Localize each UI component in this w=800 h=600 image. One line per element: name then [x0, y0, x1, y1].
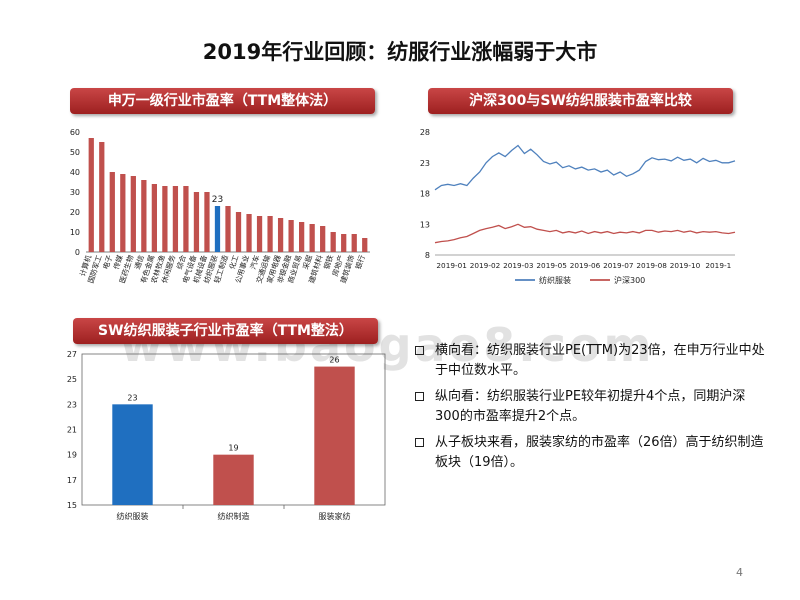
legend-label: 纺织服装 — [539, 275, 571, 285]
y-tick-label: 30 — [70, 188, 80, 197]
y-tick-label: 25 — [67, 375, 77, 384]
industry-pe-chart: 0102030405060计算机国防军工电子传媒医药生物通信有色金属农林牧渔休闲… — [70, 128, 370, 284]
series-line — [434, 144, 736, 191]
bar — [99, 142, 105, 252]
bullet-text: 从子板块来看，服装家纺的市盈率（26倍）高于纺织制造板块（19倍）。 — [435, 435, 764, 470]
checkbox-bullet-icon — [415, 438, 424, 447]
sub-industry-pe-header: SW纺织服装子行业市盈率（TTM整法） — [73, 318, 378, 344]
series-line — [434, 223, 736, 244]
bar — [183, 186, 189, 252]
bar — [213, 454, 254, 505]
checkbox-bullet-icon — [415, 392, 424, 401]
data-label: 26 — [329, 356, 339, 365]
x-tick-label: 2019-1 — [705, 261, 731, 270]
bar — [330, 232, 336, 252]
bar — [246, 214, 252, 252]
bar — [351, 234, 357, 252]
bullet-item: 从子板块来看，服装家纺的市盈率（26倍）高于纺织制造板块（19倍）。 — [413, 433, 765, 473]
x-tick-label: 2019-03 — [503, 261, 534, 270]
bar — [225, 206, 231, 252]
x-tick-label: 2019-07 — [603, 261, 634, 270]
y-tick-label: 17 — [67, 476, 77, 485]
x-tick-label: 电子 — [101, 254, 114, 271]
y-tick-label: 0 — [75, 248, 80, 257]
bar — [341, 234, 347, 252]
bullet-item: 纵向看：纺织服装行业PE较年初提升4个点，同期沪深300的市盈率提升2个点。 — [413, 387, 765, 427]
bar — [267, 216, 273, 252]
bullet-text: 纵向看：纺织服装行业PE较年初提升4个点，同期沪深300的市盈率提升2个点。 — [435, 389, 746, 424]
x-tick-label: 通信 — [133, 254, 146, 271]
bar — [309, 224, 315, 252]
x-tick-label: 2019-02 — [470, 261, 501, 270]
x-tick-label: 服装家纺 — [319, 511, 351, 521]
industry-pe-header: 申万一级行业市盈率（TTM整体法） — [70, 88, 375, 114]
x-tick-label: 2019-01 — [436, 261, 467, 270]
bar — [288, 220, 294, 252]
bar — [204, 192, 210, 252]
y-tick-label: 23 — [420, 159, 430, 168]
x-tick-label: 化工 — [227, 254, 240, 271]
x-tick-label: 纺织服装 — [117, 511, 149, 521]
bar — [256, 216, 263, 252]
data-label: 19 — [228, 444, 238, 453]
bar — [320, 226, 326, 252]
bar — [109, 172, 115, 252]
y-tick-label: 27 — [67, 350, 77, 359]
checkbox-bullet-icon — [415, 346, 424, 355]
y-tick-label: 10 — [70, 228, 80, 237]
x-tick-label: 2019-06 — [570, 261, 601, 270]
bar — [162, 186, 168, 252]
bar — [214, 206, 221, 252]
x-tick-label: 钢铁 — [322, 253, 335, 270]
y-tick-label: 13 — [420, 220, 430, 229]
y-tick-label: 28 — [420, 128, 430, 137]
bar — [193, 192, 200, 252]
bullet-list: 横向看：纺织服装行业PE(TTM)为23倍，在申万行业中处于中位数水平。 纵向看… — [413, 341, 765, 479]
y-tick-label: 15 — [67, 501, 77, 510]
page-number: 4 — [736, 566, 743, 579]
y-tick-label: 8 — [425, 251, 430, 260]
bar — [151, 184, 157, 252]
bar — [314, 366, 355, 505]
y-tick-label: 21 — [67, 426, 77, 435]
bar — [112, 404, 153, 505]
bar — [172, 186, 179, 252]
y-tick-label: 60 — [70, 128, 80, 137]
y-tick-label: 20 — [70, 208, 80, 217]
sub-industry-pe-chart: 15 17 19 21 23 25 27 23 纺织服装 19 纺织制造 26 服装家纺 — [67, 350, 386, 521]
x-tick-label: 纺织制造 — [218, 511, 250, 521]
x-tick-label: 综合 — [175, 253, 188, 270]
bar — [141, 180, 147, 252]
x-tick-label: 2019-05 — [536, 261, 567, 270]
page-title: 2019年行业回顾：纺服行业涨幅弱于大市 — [202, 40, 598, 64]
hs300-compare-header: 沪深300与SW纺织服装市盈率比较 — [428, 88, 733, 114]
bar — [277, 218, 284, 252]
bullet-item: 横向看：纺织服装行业PE(TTM)为23倍，在申万行业中处于中位数水平。 — [413, 341, 765, 381]
y-tick-label: 50 — [70, 148, 80, 157]
bar — [235, 212, 242, 252]
data-label: 23 — [127, 393, 137, 402]
bar — [130, 176, 136, 252]
legend-label: 沪深300 — [614, 275, 645, 285]
data-label: 23 — [212, 195, 223, 205]
y-tick-label: 23 — [67, 400, 77, 409]
bar — [299, 222, 305, 252]
bar — [362, 238, 368, 252]
x-tick-label: 采掘 — [301, 254, 314, 271]
bar — [88, 138, 94, 252]
bar — [120, 174, 126, 252]
x-tick-label: 汽车 — [248, 254, 261, 271]
x-tick-label: 2019-10 — [670, 261, 701, 270]
x-tick-label: 银行 — [354, 254, 367, 271]
x-tick-label: 传媒 — [112, 253, 125, 270]
y-tick-label: 18 — [420, 190, 430, 199]
y-tick-label: 40 — [70, 168, 80, 177]
x-tick-label: 2019-08 — [636, 261, 667, 270]
bullet-text: 横向看：纺织服装行业PE(TTM)为23倍，在申万行业中处于中位数水平。 — [435, 343, 765, 378]
y-tick-label: 19 — [67, 451, 77, 460]
